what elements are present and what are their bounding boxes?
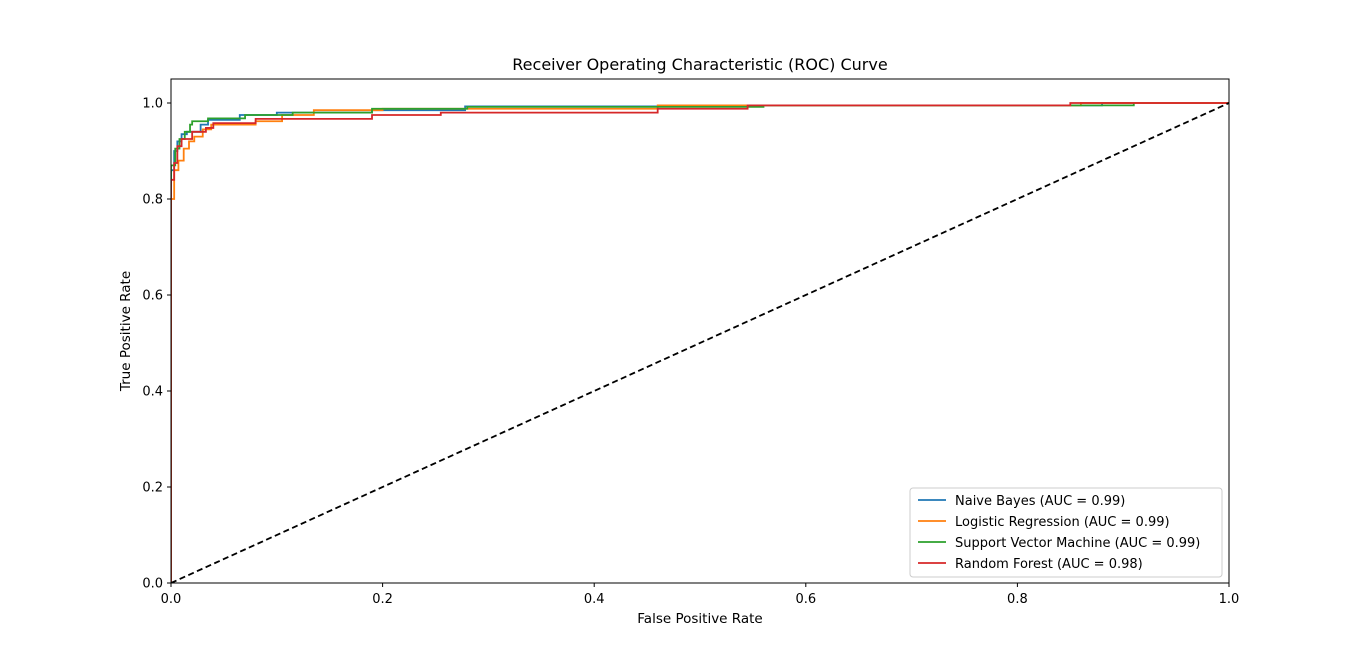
reference-diagonal-line <box>171 102 1229 583</box>
y-tick-label: 0.6 <box>142 289 163 304</box>
y-tick-label: 0.4 <box>142 385 163 400</box>
y-tick-label: 1.0 <box>142 97 163 112</box>
legend: Naive Bayes (AUC = 0.99) Logistic Regress… <box>909 487 1223 578</box>
y-tick-label: 0.2 <box>142 481 163 496</box>
plot-area <box>171 102 1229 583</box>
axes: 0.0 0.2 0.4 0.6 0.8 1.0 0.0 0.2 0.4 0.6 0.8 1.0 <box>142 78 1240 607</box>
y-tick-label: 0.8 <box>142 193 163 208</box>
x-axis-label: False Positive Rate <box>637 611 762 627</box>
x-tick-label: 0.2 <box>372 592 393 607</box>
x-tick-label: 0.4 <box>584 592 605 607</box>
series-line-3 <box>171 102 1229 583</box>
chart-title: Receiver Operating Characteristic (ROC) … <box>512 55 887 74</box>
legend-entry-label: Naive Bayes (AUC = 0.99) <box>955 494 1125 509</box>
legend-box <box>909 487 1223 578</box>
x-tick-label: 1.0 <box>1219 592 1240 607</box>
axes-frame <box>170 78 1230 584</box>
legend-entry-label: Logistic Regression (AUC = 0.99) <box>955 515 1170 530</box>
x-tick-label: 0.0 <box>161 592 182 607</box>
series-line-1 <box>171 102 1229 583</box>
x-tick-label: 0.8 <box>1007 592 1028 607</box>
legend-entry-label: Random Forest (AUC = 0.98) <box>955 557 1143 572</box>
y-axis-label: True Positive Rate <box>118 271 134 392</box>
y-tick-label: 0.0 <box>142 577 163 592</box>
x-tick-label: 0.6 <box>795 592 816 607</box>
legend-entry-label: Support Vector Machine (AUC = 0.99) <box>955 536 1200 551</box>
